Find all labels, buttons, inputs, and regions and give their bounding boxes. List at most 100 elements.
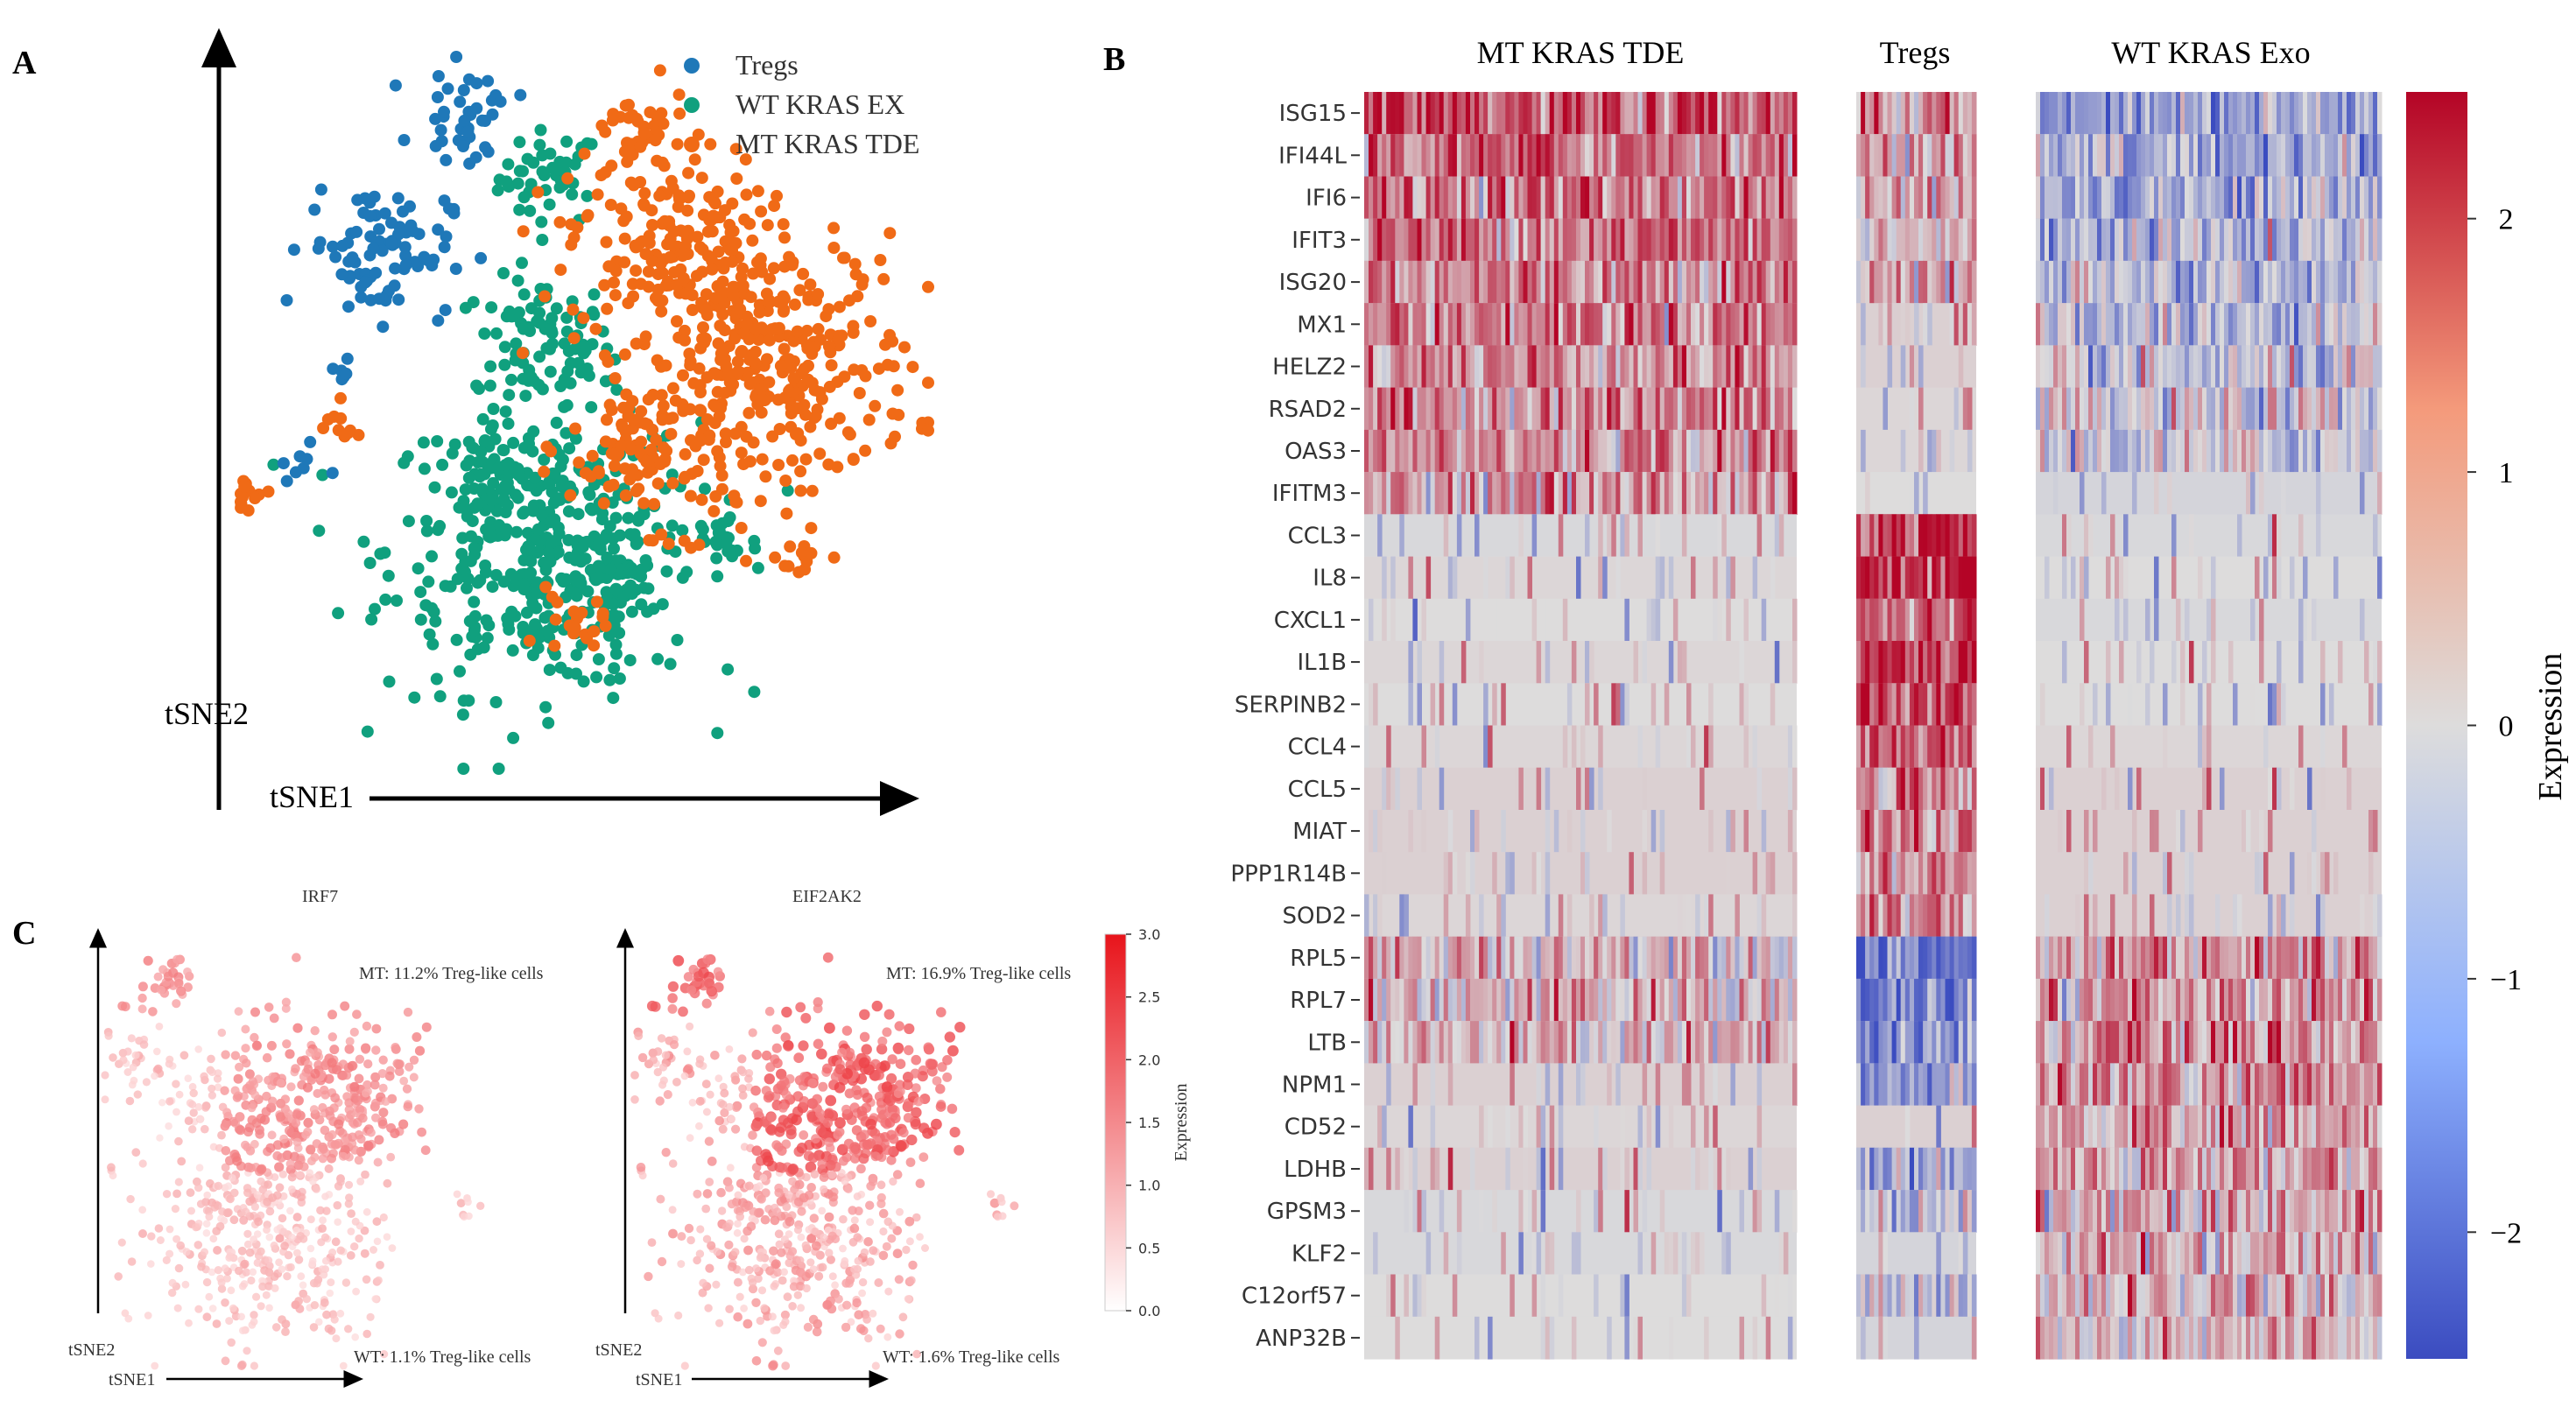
heatmap-cell — [1430, 345, 1436, 389]
heatmap-cell — [1787, 810, 1793, 853]
heatmap-cell — [2307, 767, 2312, 811]
tsne-point — [719, 256, 732, 269]
heatmap-cell — [2220, 767, 2225, 811]
heatmap-cell — [2084, 641, 2089, 684]
heatmap-cell — [2364, 134, 2369, 177]
tsne-point — [754, 258, 767, 271]
tsne-point — [588, 639, 601, 652]
heatmap-cell — [2237, 176, 2242, 220]
heatmap-cell — [1576, 936, 1581, 980]
heatmap-cell — [1545, 852, 1551, 895]
heatmap-cell — [2228, 641, 2234, 684]
heatmap-cell — [1708, 429, 1714, 473]
heatmap-cell — [1404, 92, 1409, 135]
heatmap-cell — [1369, 134, 1374, 177]
tsne-point — [666, 412, 679, 425]
heatmap-cell — [1408, 429, 1413, 473]
tsne-point — [405, 219, 418, 232]
heatmap-cell — [1439, 345, 1445, 389]
heatmap-cell — [2150, 936, 2155, 980]
heatmap-cell — [2167, 978, 2172, 1022]
group-title-wt: WT KRAS Exo — [2111, 35, 2310, 70]
tsne-point — [489, 696, 503, 708]
heatmap-cell — [2255, 134, 2260, 177]
tsne-point — [572, 508, 585, 521]
heatmap-cell — [2058, 303, 2063, 346]
heatmap-cell — [1594, 134, 1599, 177]
heatmap-cell — [1460, 92, 1467, 135]
heatmap-cell — [2080, 472, 2085, 515]
heatmap-cell — [1571, 1021, 1577, 1064]
heatmap-cell — [1465, 176, 1471, 220]
heatmap-cell — [1580, 387, 1586, 431]
heatmap-cell — [1421, 936, 1426, 980]
heatmap-cell — [1668, 472, 1674, 515]
heatmap-cell — [1576, 176, 1581, 220]
heatmap-cell — [1412, 978, 1418, 1022]
heatmap-cell — [1869, 134, 1875, 177]
heatmap-cell — [2154, 472, 2159, 515]
heatmap-cell — [2368, 260, 2374, 304]
heatmap-cell — [2189, 852, 2194, 895]
tsne-point — [388, 279, 401, 292]
heatmap-row-bg — [1364, 1105, 1797, 1149]
heatmap-cell — [1447, 472, 1453, 515]
heatmap-cell — [1958, 387, 1964, 431]
heatmap-cell — [2198, 134, 2203, 177]
heatmap-cell — [2255, 429, 2260, 473]
heatmap-cell — [1695, 472, 1700, 515]
heatmap-cell — [1748, 176, 1754, 220]
heatmap-cell — [1695, 1232, 1700, 1276]
heatmap-cell — [1787, 1274, 1793, 1318]
heatmap-cell — [2342, 303, 2347, 346]
heatmap-cell — [1887, 598, 1893, 642]
heatmap-cell — [1878, 852, 1883, 895]
heatmap-cell — [1594, 978, 1599, 1022]
heatmap-cell — [2312, 387, 2317, 431]
heatmap-cell — [1713, 978, 1718, 1022]
heatmap-cell — [1739, 1316, 1744, 1360]
heatmap-cell — [1765, 303, 1771, 346]
tsne-point — [466, 441, 479, 454]
heatmap-cell — [1900, 641, 1906, 684]
tsne-point — [603, 520, 616, 533]
heatmap-cell — [2333, 556, 2339, 600]
heatmap-cell — [2342, 134, 2347, 177]
heatmap-cell — [1642, 134, 1648, 177]
heatmap-cell — [2233, 683, 2238, 727]
heatmap-cell — [1386, 1274, 1391, 1318]
tsne-point — [545, 312, 559, 325]
tsne-point — [883, 328, 896, 341]
heatmap-cell — [2036, 260, 2041, 304]
heatmap-cell — [1585, 852, 1590, 895]
heatmap-cell — [2320, 92, 2326, 135]
heatmap-cell — [1861, 556, 1866, 600]
heatmap-cell — [1545, 1316, 1551, 1360]
heatmap-cell — [1668, 429, 1674, 473]
heatmap-cell — [1940, 556, 1946, 600]
tsne-point — [720, 537, 733, 550]
heatmap-cell — [1686, 472, 1692, 515]
tsne-point — [450, 633, 463, 646]
tsne-point — [624, 176, 637, 189]
heatmap-cell — [1527, 303, 1532, 346]
heatmap-cell — [1735, 218, 1740, 262]
heatmap-cell — [1607, 1021, 1612, 1064]
heatmap-cell — [2040, 176, 2045, 220]
tsne-point — [329, 250, 342, 264]
heatmap-cell — [2250, 429, 2256, 473]
heatmap-cell — [2136, 134, 2142, 177]
heatmap-cell — [1460, 303, 1467, 346]
heatmap-cell — [1452, 429, 1458, 473]
heatmap-cell — [1456, 218, 1462, 262]
tsne-point — [555, 480, 568, 493]
heatmap-cell — [1900, 218, 1906, 262]
heatmap-cell — [1778, 472, 1784, 515]
tsne-point — [778, 342, 791, 355]
heatmap-cell — [1399, 303, 1404, 346]
heatmap-cell — [1624, 1021, 1629, 1064]
heatmap-cell — [1447, 387, 1453, 431]
tsne-point — [562, 533, 575, 546]
heatmap-cell — [1765, 1316, 1771, 1360]
